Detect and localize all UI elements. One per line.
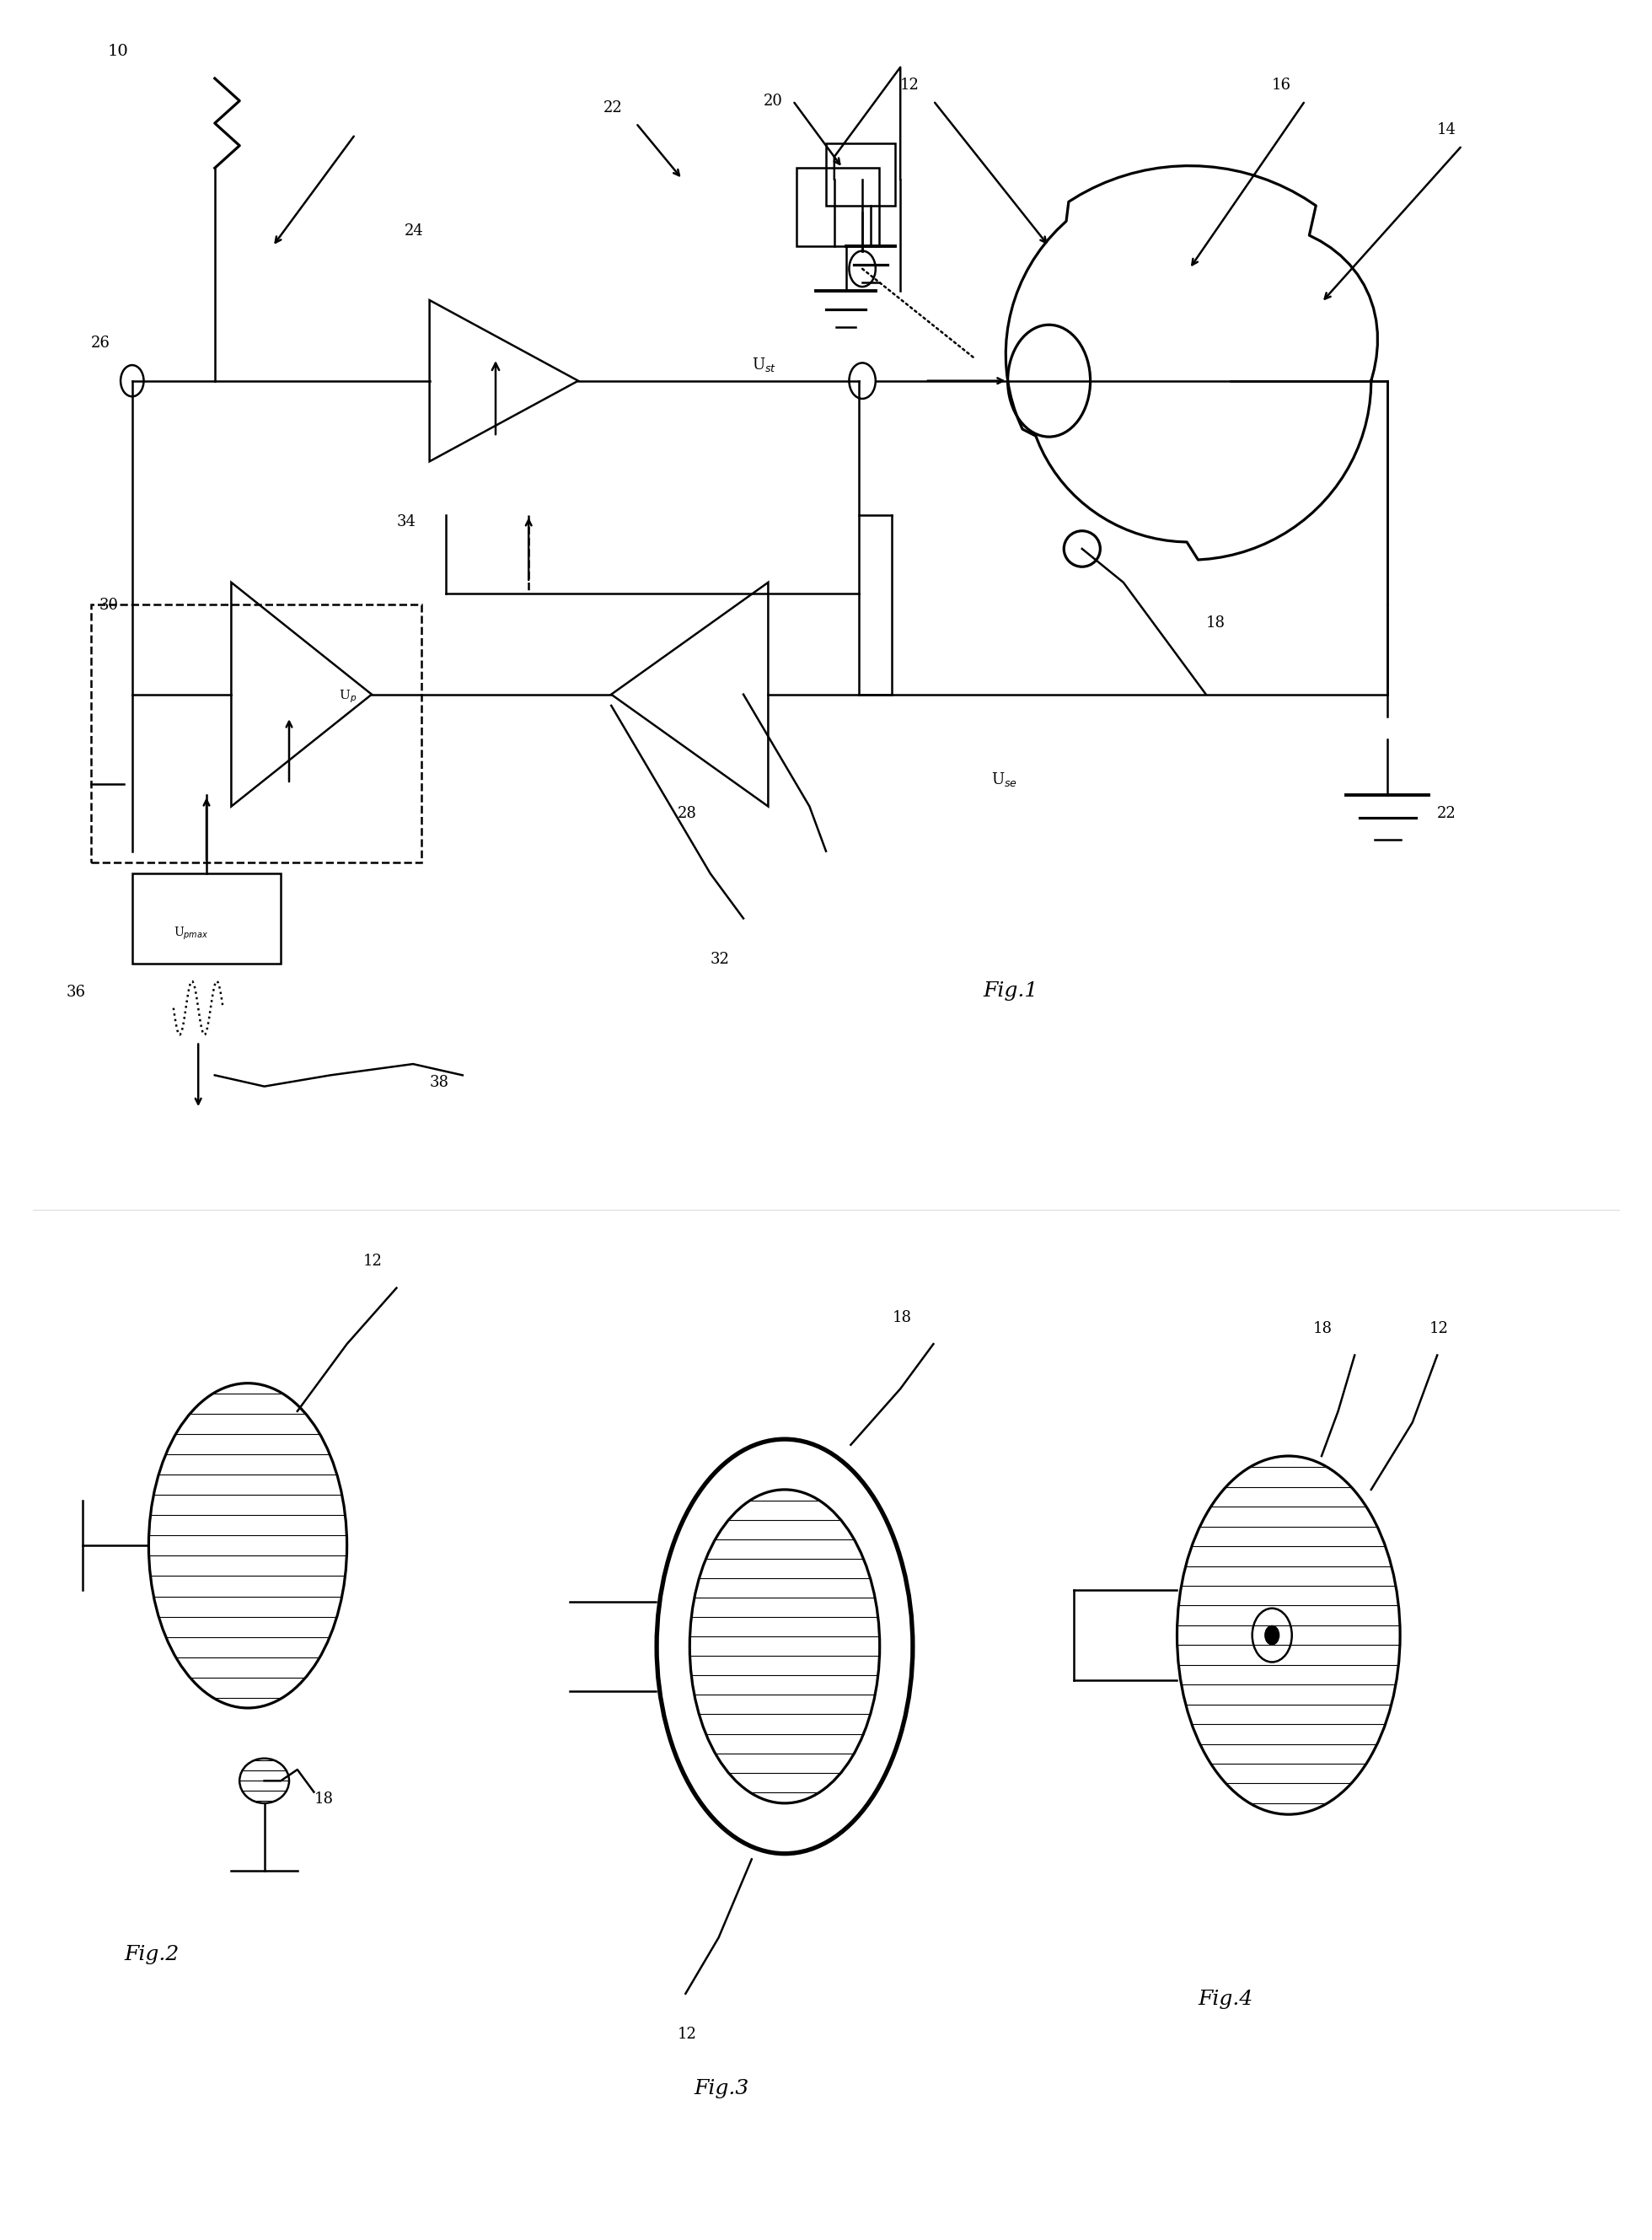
Text: 34: 34 [396,515,416,531]
Text: 18: 18 [892,1310,912,1326]
Circle shape [121,365,144,396]
Text: 30: 30 [99,598,119,614]
Text: 28: 28 [677,806,697,822]
Text: 38: 38 [430,1075,449,1091]
Text: 24: 24 [405,224,425,240]
Text: U$_{st}$: U$_{st}$ [752,356,776,374]
Text: 16: 16 [1272,78,1292,94]
Text: Fig.1: Fig.1 [983,981,1037,1001]
Text: U$_{se}$: U$_{se}$ [991,771,1018,788]
Text: 12: 12 [677,2027,697,2043]
Text: U$_{pmax}$: U$_{pmax}$ [173,925,208,941]
Bar [826,143,895,206]
Text: U$_p$: U$_p$ [339,688,357,706]
Text: 18: 18 [314,1792,334,1808]
Bar [91,605,421,862]
Text: 14: 14 [1437,123,1457,139]
Text: 22: 22 [603,101,623,116]
Text: Fig.3: Fig.3 [694,2079,748,2099]
Circle shape [1265,1626,1279,1644]
Text: Fig.2: Fig.2 [124,1944,178,1964]
Circle shape [849,363,876,399]
Text: 18: 18 [1206,616,1226,632]
Text: 12: 12 [900,78,920,94]
Bar [796,168,879,246]
Text: 12: 12 [1429,1322,1449,1337]
Text: 12: 12 [363,1254,383,1270]
Text: 20: 20 [763,94,783,110]
Text: 10: 10 [107,45,129,60]
Text: 18: 18 [1313,1322,1333,1337]
Text: Fig.4: Fig.4 [1198,1989,1252,2009]
Circle shape [849,251,876,287]
Text: 32: 32 [710,952,730,968]
Text: 22: 22 [1437,806,1457,822]
Text: 36: 36 [66,986,86,1001]
Bar [132,874,281,963]
Text: 26: 26 [91,336,111,352]
